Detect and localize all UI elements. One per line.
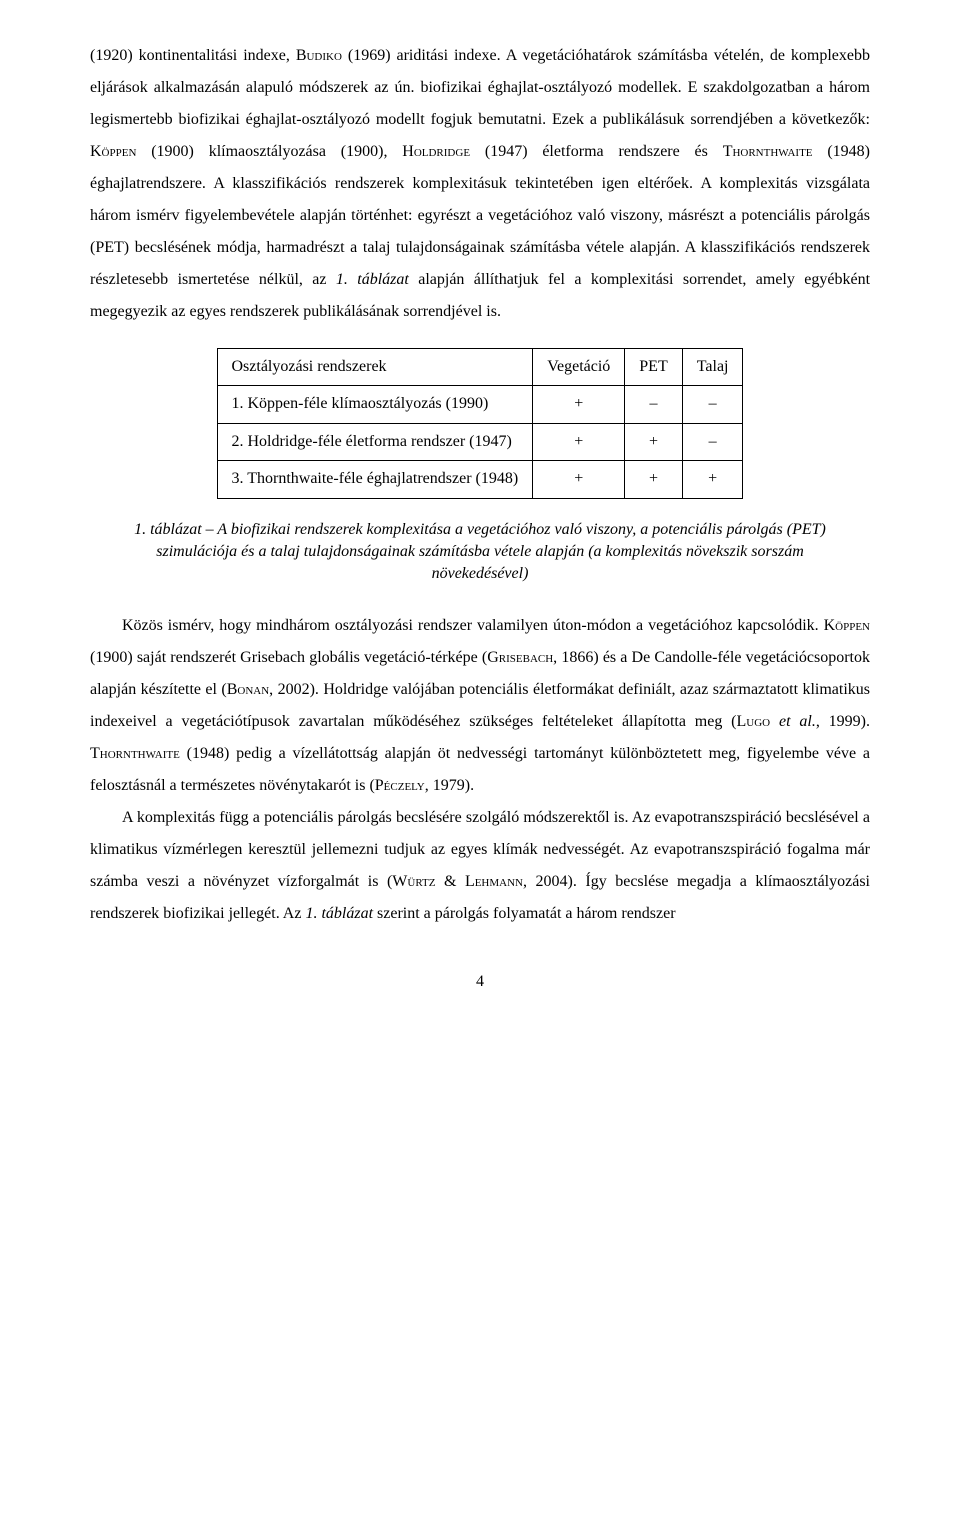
cell-system: 2. Holdridge-féle életforma rendszer (19…: [217, 423, 533, 460]
paragraph-2: Közös ismérv, hogy mindhárom osztályozás…: [90, 610, 870, 802]
cell-system: 3. Thornthwaite-féle éghajlatrendszer (1…: [217, 461, 533, 498]
cell-vegetation: +: [533, 386, 625, 423]
cell-soil: –: [682, 386, 743, 423]
cell-pet: –: [625, 386, 682, 423]
col-header-system: Osztályozási rendszerek: [217, 349, 533, 386]
table-header-row: Osztályozási rendszerek Vegetáció PET Ta…: [217, 349, 743, 386]
classification-table: Osztályozási rendszerek Vegetáció PET Ta…: [217, 348, 744, 499]
cell-pet: +: [625, 423, 682, 460]
table-row: 3. Thornthwaite-féle éghajlatrendszer (1…: [217, 461, 743, 498]
cell-system: 1. Köppen-féle klímaosztályozás (1990): [217, 386, 533, 423]
col-header-soil: Talaj: [682, 349, 743, 386]
col-header-vegetation: Vegetáció: [533, 349, 625, 386]
cell-vegetation: +: [533, 461, 625, 498]
table-row: 2. Holdridge-féle életforma rendszer (19…: [217, 423, 743, 460]
paragraph-1: (1920) kontinentalitási indexe, Budiko (…: [90, 40, 870, 328]
col-header-pet: PET: [625, 349, 682, 386]
paragraph-3: A komplexitás függ a potenciális párolgá…: [90, 802, 870, 930]
cell-vegetation: +: [533, 423, 625, 460]
cell-soil: +: [682, 461, 743, 498]
cell-soil: –: [682, 423, 743, 460]
page-number: 4: [90, 966, 870, 998]
table-row: 1. Köppen-féle klímaosztályozás (1990) +…: [217, 386, 743, 423]
table-caption: 1. táblázat – A biofizikai rendszerek ko…: [130, 519, 830, 586]
cell-pet: +: [625, 461, 682, 498]
